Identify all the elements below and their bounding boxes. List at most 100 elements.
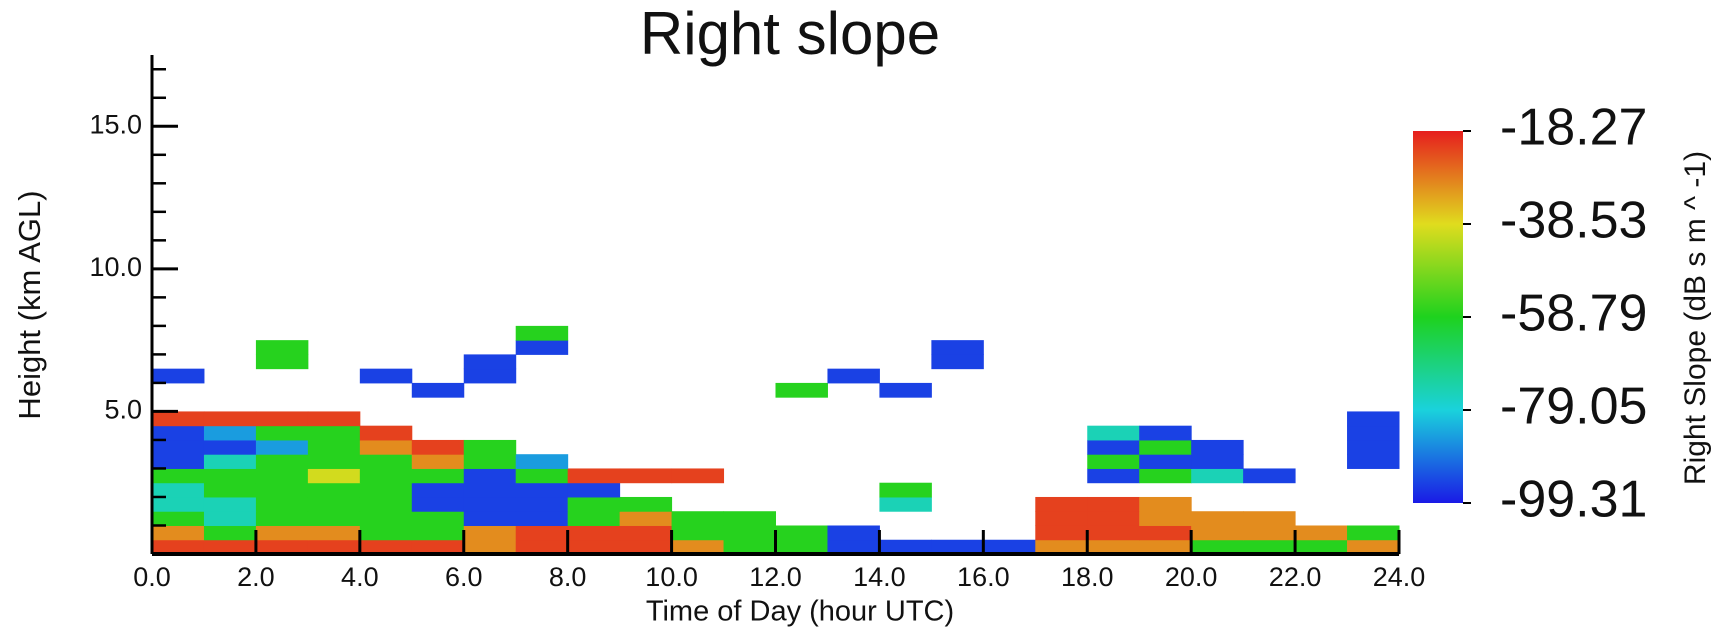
chart-title: Right slope xyxy=(640,0,940,67)
heatmap-cell xyxy=(152,425,205,441)
heatmap-cell xyxy=(463,496,517,512)
heatmap-cell xyxy=(255,439,309,455)
heatmap-cell xyxy=(463,482,517,498)
heatmap-cell xyxy=(1295,539,1348,555)
heatmap-cell xyxy=(411,511,465,526)
heatmap-cell xyxy=(827,539,880,555)
heatmap-cell xyxy=(203,539,257,555)
heatmap-cell xyxy=(931,354,984,370)
heatmap-cell xyxy=(255,482,309,498)
heatmap-cell xyxy=(463,525,517,541)
heatmap-cell xyxy=(515,525,569,541)
heatmap-cell xyxy=(879,496,932,512)
heatmap-cell xyxy=(1243,511,1296,526)
heatmap-cell xyxy=(152,482,205,498)
heatmap-cell xyxy=(307,482,361,498)
heatmap-cell xyxy=(931,539,984,555)
heatmap-cell xyxy=(515,468,569,484)
heatmap-cell xyxy=(1191,525,1244,541)
heatmap-cell xyxy=(411,439,465,455)
x-tick-label: 12.0 xyxy=(749,562,802,592)
heatmap-cell xyxy=(203,425,257,441)
x-tick-label: 6.0 xyxy=(445,562,483,592)
heatmap-cell xyxy=(359,468,413,484)
heatmap-cell xyxy=(1035,496,1088,512)
heatmap-cell xyxy=(152,525,205,541)
colorbar-tick-label: -99.31 xyxy=(1500,471,1647,529)
heatmap-cell xyxy=(152,539,205,555)
colorbar-tick-label: -38.53 xyxy=(1500,192,1647,250)
x-tick-label: 16.0 xyxy=(957,562,1010,592)
heatmap-cell xyxy=(983,539,1036,555)
heatmap-cell xyxy=(515,340,569,355)
heatmap-cell xyxy=(1139,468,1192,484)
heatmap-cell xyxy=(1087,454,1140,469)
y-tick-label: 15.0 xyxy=(89,109,142,139)
heatmap-cell xyxy=(619,511,673,526)
heatmap-cell xyxy=(255,340,309,355)
heatmap-cell xyxy=(359,525,413,541)
heatmap-cell xyxy=(307,525,361,541)
heatmap-cell xyxy=(255,454,309,469)
x-tick-label: 8.0 xyxy=(549,562,587,592)
heatmap-cell xyxy=(567,482,621,498)
y-tick-label: 5.0 xyxy=(104,395,142,425)
heatmap-cell xyxy=(515,325,569,341)
heatmap-cell xyxy=(411,482,465,498)
heatmap-cell xyxy=(463,354,517,370)
heatmap-cell xyxy=(1191,439,1244,455)
heatmap-cell xyxy=(307,439,361,455)
heatmap-cell xyxy=(775,539,828,555)
heatmap-cell xyxy=(255,411,309,427)
heatmap-cell xyxy=(619,539,673,555)
heatmap-cell xyxy=(152,411,205,427)
x-tick-label: 20.0 xyxy=(1165,562,1218,592)
heatmap-cell xyxy=(1191,468,1244,484)
heatmap-cell xyxy=(255,496,309,512)
x-axis-label: Time of Day (hour UTC) xyxy=(646,596,954,628)
heatmap-cell xyxy=(203,511,257,526)
heatmap-cell xyxy=(1087,439,1140,455)
heatmap-cell xyxy=(1139,454,1192,469)
heatmap-cell xyxy=(671,468,725,484)
heatmap-cell xyxy=(567,496,621,512)
x-tick-label: 10.0 xyxy=(645,562,698,592)
heatmap-cell xyxy=(1139,425,1192,441)
heatmap-cell xyxy=(152,468,205,484)
heatmap-cell xyxy=(1035,511,1088,526)
heatmap-cell xyxy=(775,382,828,398)
heatmap-cell xyxy=(359,496,413,512)
heatmap-cell xyxy=(1191,454,1244,469)
x-tick-label: 22.0 xyxy=(1269,562,1322,592)
heatmap-cell xyxy=(619,468,673,484)
heatmap-cell xyxy=(671,511,725,526)
heatmap-cell xyxy=(1087,468,1140,484)
x-tick-label: 4.0 xyxy=(341,562,379,592)
heatmap-cell xyxy=(203,439,257,455)
x-tick-label: 24.0 xyxy=(1373,562,1426,592)
heatmap-cell xyxy=(1035,525,1088,541)
colorbar-tick-label: -58.79 xyxy=(1500,285,1647,343)
colorbar-tick-label: -18.27 xyxy=(1500,99,1647,157)
colorbar-tick-label: -79.05 xyxy=(1500,378,1647,436)
heatmap-cell xyxy=(1087,539,1140,555)
heatmap-cell xyxy=(1139,496,1192,512)
heatmap-cell xyxy=(1347,525,1400,541)
heatmap-cell xyxy=(203,468,257,484)
heatmap-cell xyxy=(359,482,413,498)
heatmap-cell xyxy=(671,525,725,541)
heatmap-cell xyxy=(515,496,569,512)
heatmap-cell xyxy=(567,539,621,555)
heatmap-cell xyxy=(203,411,257,427)
heatmap-cell xyxy=(307,496,361,512)
heatmap-cell xyxy=(411,468,465,484)
heatmap-cell xyxy=(827,525,880,541)
heatmap-cell xyxy=(463,511,517,526)
y-tick-label: 10.0 xyxy=(89,252,142,282)
heatmap-cell xyxy=(152,439,205,455)
heatmap-cell xyxy=(515,454,569,469)
heatmap-cell xyxy=(1347,425,1400,441)
heatmap-cell xyxy=(1087,525,1140,541)
heatmap-cell xyxy=(411,496,465,512)
